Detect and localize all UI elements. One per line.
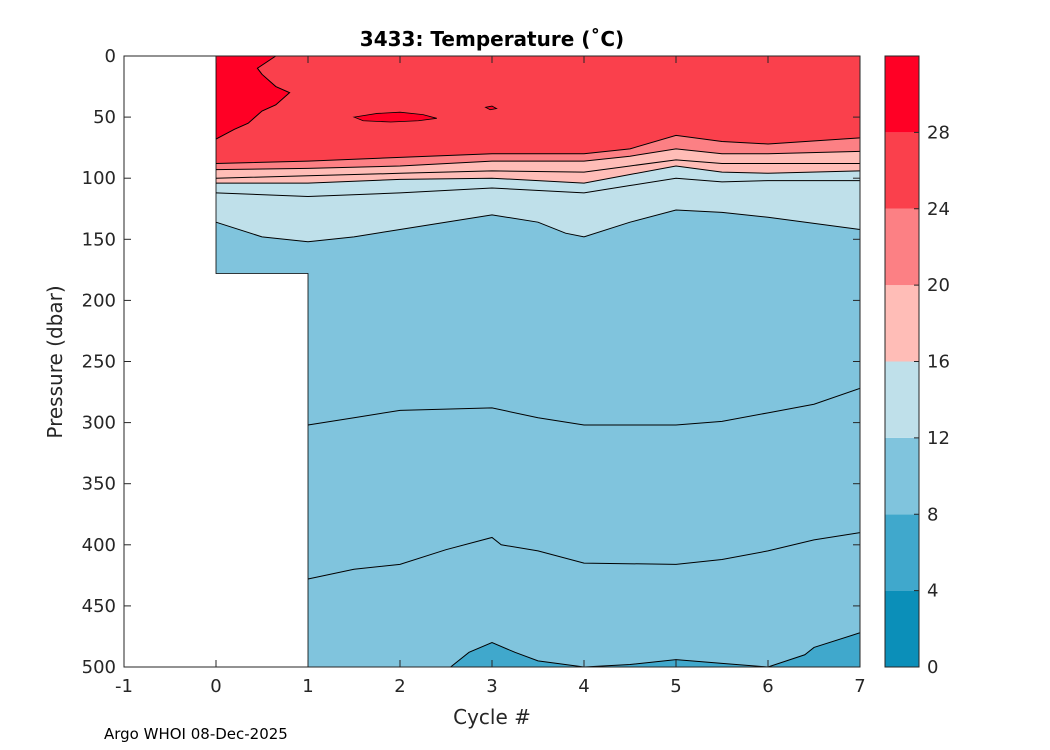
y-tick-label: 500 — [82, 657, 116, 678]
isotherm-12 — [215, 177, 860, 198]
y-axis-ticks: 0 50 100 150 200 250 300 350 400 450 500 — [82, 46, 860, 678]
colorbar-tick-label: 28 — [927, 122, 950, 143]
colorbar-block-12-16 — [885, 361, 919, 438]
isotherm-16 — [215, 159, 860, 179]
y-axis-label: Pressure (dbar) — [43, 285, 67, 438]
plot-area: -1 0 1 2 3 4 5 6 7 0 50 100 150 200 250 300 350 400 450 50… — [82, 46, 866, 697]
colorbar-tick-label: 4 — [927, 581, 938, 602]
colorbar-tick-label: 20 — [927, 275, 950, 296]
x-tick-label: 2 — [394, 676, 405, 697]
warm-patch-1 — [484, 105, 498, 111]
y-tick-label: 250 — [82, 352, 116, 373]
isotherm-8 — [307, 387, 860, 426]
colorbar-ticks: 0 4 8 12 16 20 24 28 — [914, 122, 950, 678]
footer-credit: Argo WHOI 08-Dec-2025 — [104, 725, 288, 743]
y-tick-label: 450 — [82, 596, 116, 617]
contour-fills — [216, 56, 860, 667]
x-axis-ticks: -1 0 1 2 3 4 5 6 7 — [115, 56, 866, 697]
isotherm-10 — [215, 209, 860, 243]
y-tick-label: 0 — [105, 46, 116, 67]
colorbar-tick-label: 24 — [927, 199, 950, 220]
colorbar-block-16-20 — [885, 285, 919, 362]
y-tick-label: 150 — [82, 229, 116, 250]
x-tick-label: 1 — [302, 676, 313, 697]
colorbar-tick-label: 0 — [927, 657, 938, 678]
chart-title: 3433: Temperature (˚C) — [360, 27, 624, 51]
y-tick-label: 400 — [82, 535, 116, 556]
x-tick-label: 6 — [762, 676, 773, 697]
y-tick-label: 350 — [82, 474, 116, 495]
isotherm-14 — [216, 165, 860, 184]
colorbar-block-4-8 — [885, 514, 919, 591]
colorbar-block-0-4 — [885, 590, 919, 667]
colorbar-tick-label: 16 — [927, 352, 950, 373]
x-tick-label: -1 — [115, 676, 133, 697]
isotherm-28 — [215, 56, 291, 140]
colorbar-blocks — [885, 56, 919, 667]
colorbar-block-8-12 — [885, 437, 919, 515]
warm-patch-0 — [352, 111, 437, 123]
data-boundary — [215, 56, 309, 667]
isotherm-6 — [307, 532, 860, 580]
y-tick-label: 300 — [82, 413, 116, 434]
x-tick-label: 4 — [578, 676, 589, 697]
colorbar-block-24-28 — [885, 132, 919, 209]
x-tick-label: 3 — [486, 676, 497, 697]
isotherm-lines — [215, 56, 860, 667]
colorbar-block-20-24 — [885, 208, 919, 286]
colorbar-tick-label: 8 — [927, 504, 938, 525]
x-axis-label: Cycle # — [453, 705, 531, 729]
y-tick-label: 200 — [82, 290, 116, 311]
band-fill-above-24 — [216, 56, 860, 164]
x-tick-label: 5 — [670, 676, 681, 697]
x-tick-label: 0 — [210, 676, 221, 697]
band-fill-above-28 — [216, 56, 290, 140]
x-tick-label: 7 — [854, 676, 865, 697]
colorbar-block-28-32 — [885, 56, 919, 133]
y-tick-label: 100 — [82, 168, 116, 189]
isotherm-24 — [215, 134, 860, 165]
isotherm-5 — [450, 632, 860, 667]
colorbar: 0 4 8 12 16 20 24 28 — [884, 55, 950, 678]
colorbar-tick-label: 12 — [927, 428, 950, 449]
isotherm-20 — [215, 148, 860, 171]
y-tick-label: 50 — [93, 107, 116, 128]
